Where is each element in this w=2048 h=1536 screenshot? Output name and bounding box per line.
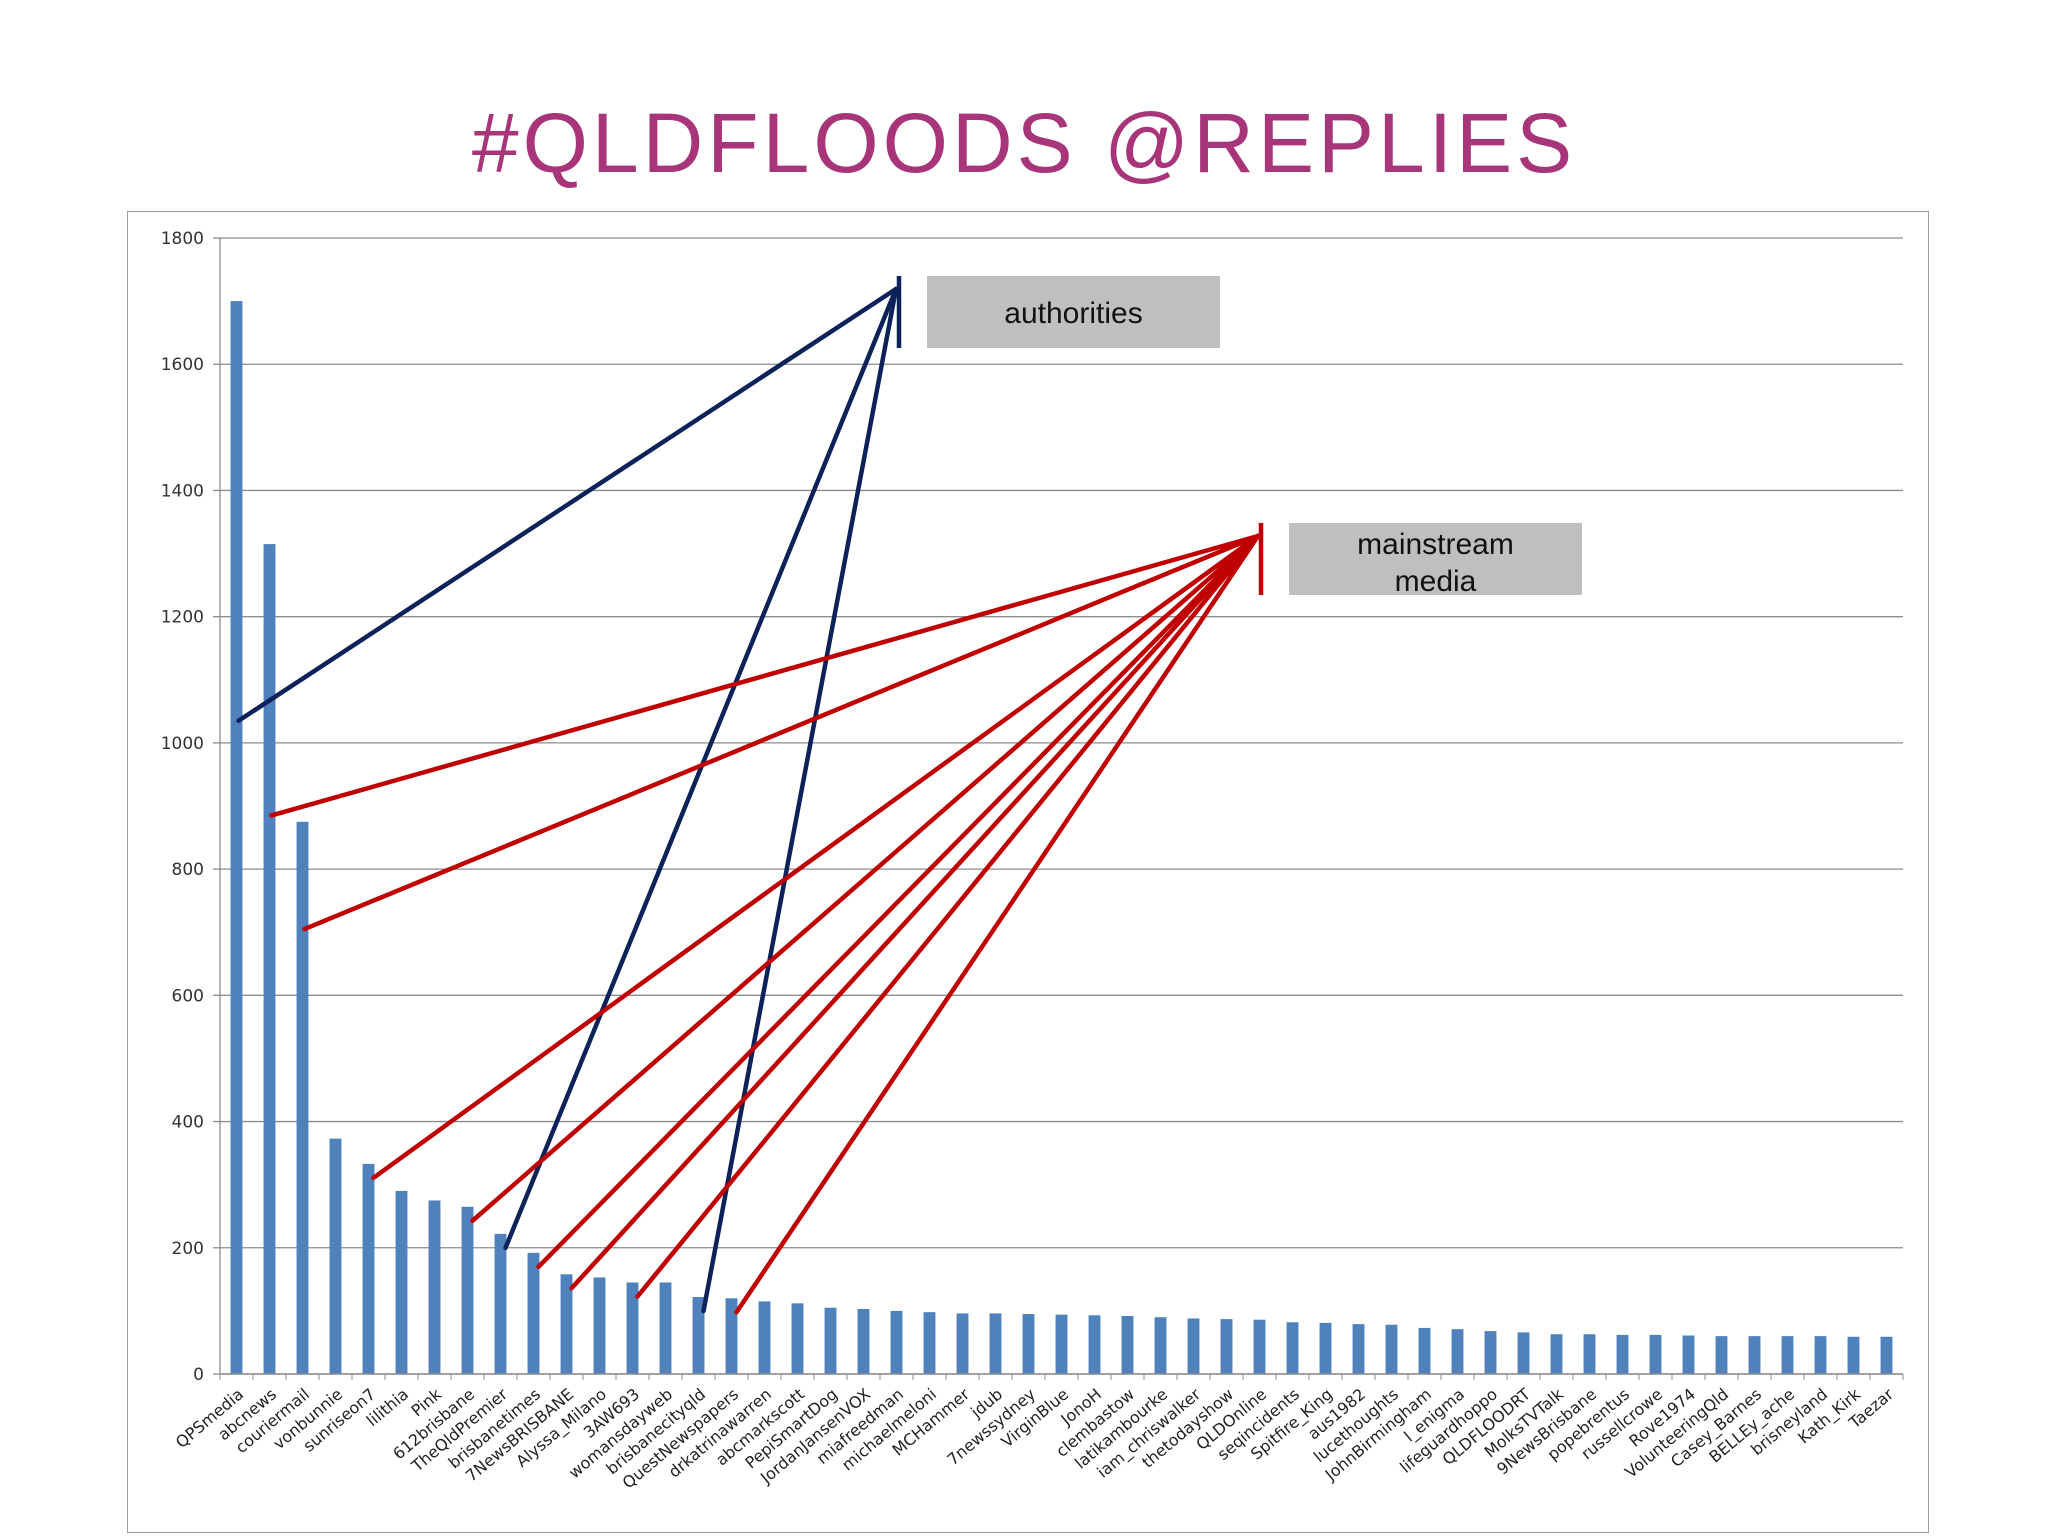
bar-abcmarkscott (791, 1303, 804, 1374)
bar-latikambourke (1154, 1317, 1167, 1374)
callout-line-612brisbane (470, 533, 1261, 1224)
bar-Alyssa_Milano (593, 1277, 606, 1374)
bar-chart: 0 200 400 600 800 1000 1200 1400 1600 1800 QPSmed… (161, 229, 1904, 1492)
bar-JordanJansenVOX (857, 1308, 870, 1374)
bar-9NewsBrisbane (1583, 1334, 1596, 1374)
bar-612brisbane (461, 1206, 474, 1374)
bar-aus1982 (1352, 1324, 1365, 1374)
y-tick-label: 0 (193, 1365, 204, 1385)
y-tick-label: 200 (172, 1239, 204, 1259)
y-tick-label: 800 (172, 860, 204, 880)
bar-VirginBlue (1055, 1314, 1068, 1374)
bar-brisbanetimes (527, 1252, 540, 1374)
bar-TheQldPremier (494, 1233, 507, 1374)
callout-label-box (1289, 523, 1582, 595)
y-tick-label: 1600 (161, 355, 204, 375)
bar-Pink (428, 1200, 441, 1374)
y-tick-label: 1400 (161, 481, 204, 501)
bar-Kath_Kirk (1847, 1336, 1860, 1374)
bar-7NewsBRISBANE (560, 1274, 573, 1374)
bar-clembastow (1121, 1315, 1134, 1374)
callout-line-7NewsBRISBANE (569, 533, 1261, 1291)
bar-7newssydney (1022, 1314, 1035, 1374)
callout-label-box (927, 276, 1220, 348)
bar-lifeguardhoppo (1484, 1331, 1497, 1374)
bar-miafreedman (890, 1310, 903, 1374)
callout-line-3AW693 (635, 533, 1261, 1299)
bar-russellcrowe (1649, 1334, 1662, 1374)
callout-line-TheQldPremier (503, 286, 899, 1251)
bars (230, 301, 1893, 1375)
bar-sunriseon7 (362, 1163, 375, 1374)
bar-michaelmeloni (923, 1312, 936, 1374)
bar-VolunteeringQld (1715, 1336, 1728, 1374)
bar-Taezar (1880, 1336, 1893, 1374)
gridlines (213, 237, 1903, 1375)
bar-MCHammer (956, 1313, 969, 1374)
bar-Rove1974 (1682, 1335, 1695, 1374)
chart-frame: 0 200 400 600 800 1000 1200 1400 1600 1800 QPSmed… (127, 211, 1929, 1533)
y-tick-label: 1200 (161, 608, 204, 628)
callout-line-abcnews (269, 533, 1261, 818)
bar-iam_chriswalker (1187, 1318, 1200, 1374)
x-axis (219, 238, 1904, 1380)
bar-l_enigma (1451, 1329, 1464, 1374)
bar-vonbunnie (329, 1138, 342, 1374)
callout-line-QuestNewspapers (734, 533, 1261, 1315)
bar-lilithia (395, 1190, 408, 1374)
callout-label: media (1395, 565, 1477, 598)
bar-QuestNewspapers (725, 1298, 738, 1374)
x-axis-ticks: QPSmediaabcnewscouriermailvonbunniesunri… (172, 1384, 1898, 1492)
bar-drkatrinawarren (758, 1301, 771, 1374)
bar-popebrentus (1616, 1334, 1629, 1374)
y-tick-label: 1800 (161, 229, 204, 249)
y-tick-label: 400 (172, 1113, 204, 1133)
slide-title: #QLDFLOODS @REPLIES (471, 96, 1577, 190)
bar-thetodayshow (1220, 1319, 1233, 1374)
y-axis-ticks: 0 200 400 600 800 1000 1200 1400 1600 1800 (161, 229, 204, 1385)
y-tick-label: 1000 (161, 734, 204, 754)
callout-line-QPSmedia (236, 286, 899, 724)
callout-label: authorities (1004, 297, 1142, 330)
bar-brisneyland (1814, 1336, 1827, 1374)
callout-line-brisbanetimes (536, 533, 1261, 1270)
bar-Casey_Barnes (1748, 1336, 1761, 1374)
bar-Spitfire_King (1319, 1322, 1332, 1374)
callout-line-couriermail (302, 533, 1261, 932)
bar-JohnBirmingham (1418, 1327, 1431, 1374)
bar-QLDFLOODRT (1517, 1332, 1530, 1374)
bar-abcnews (263, 544, 276, 1374)
y-tick-label: 600 (172, 986, 204, 1006)
bar-seqincidents (1286, 1322, 1299, 1374)
bar-womansdayweb (659, 1282, 672, 1374)
bar-MolksTVTalk (1550, 1334, 1563, 1374)
bar-QLDOnline (1253, 1319, 1266, 1374)
bar-PepiSmartDog (824, 1307, 837, 1374)
bar-lucethoughts (1385, 1324, 1398, 1374)
callout-line-brisbanecityqld (701, 286, 899, 1314)
bar-jdub (989, 1313, 1002, 1374)
bar-JonoH (1088, 1315, 1101, 1374)
callouts: authorities mainstream media (236, 276, 1582, 1315)
bar-couriermail (296, 821, 309, 1374)
bar-BELLEy_ache (1781, 1336, 1794, 1374)
bar-brisbanecityqld (692, 1297, 705, 1374)
bar-QPSmedia (230, 301, 243, 1375)
callout-line-sunriseon7 (371, 533, 1261, 1181)
callout-label: mainstream (1357, 528, 1514, 561)
bar-3AW693 (626, 1282, 639, 1374)
